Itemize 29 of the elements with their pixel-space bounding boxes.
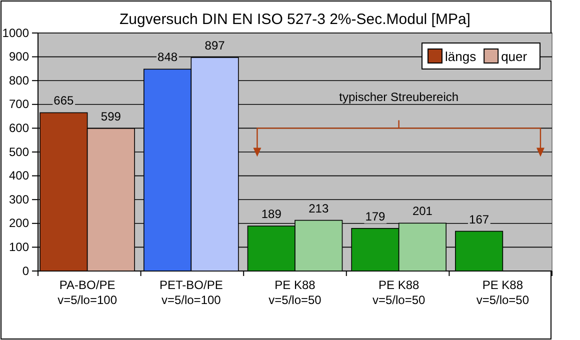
x-tick-label: PA-BO/PE v=5/lo=100 bbox=[58, 278, 118, 307]
y-tick-label: 300 bbox=[8, 192, 30, 206]
y-tick-label: 700 bbox=[8, 97, 30, 112]
data-label: 665 bbox=[54, 94, 74, 108]
y-tick-label: 600 bbox=[8, 121, 30, 136]
data-label: 897 bbox=[204, 38, 226, 53]
y-tick-label: 0 bbox=[22, 264, 30, 278]
data-label: 189 bbox=[261, 207, 282, 222]
x-tick-label: PE K88 v=5/lo=50 bbox=[476, 278, 530, 307]
data-label: 167 bbox=[469, 212, 490, 226]
data-label: 201 bbox=[412, 204, 433, 218]
y-tick-label: 100 bbox=[8, 240, 30, 254]
y-tick-label: 900 bbox=[8, 50, 30, 64]
data-label: 179 bbox=[365, 209, 386, 224]
y-tick-label: 1000 bbox=[2, 26, 30, 40]
chart-title: Zugversuch DIN EN ISO 527-3 2%-Sec.Modul [MPa] bbox=[120, 11, 470, 28]
x-tick-label: PE K88 v=5/lo=50 bbox=[372, 278, 426, 307]
legend-label: längs bbox=[445, 49, 477, 64]
legend-label: quer bbox=[501, 49, 528, 64]
data-label: 213 bbox=[308, 201, 329, 216]
data-label: 848 bbox=[158, 50, 178, 64]
y-tick-label: 200 bbox=[8, 216, 30, 230]
y-tick-label: 400 bbox=[8, 168, 30, 183]
y-tick-label: 800 bbox=[8, 73, 30, 88]
x-tick-label: PE K88 v=5/lo=50 bbox=[268, 278, 322, 307]
annotation: typischer Streubereich bbox=[339, 90, 459, 104]
data-label: 599 bbox=[100, 109, 122, 124]
y-tick-label: 500 bbox=[8, 144, 30, 159]
x-tick-label: PET-BO/PE v=5/lo=100 bbox=[159, 278, 223, 307]
